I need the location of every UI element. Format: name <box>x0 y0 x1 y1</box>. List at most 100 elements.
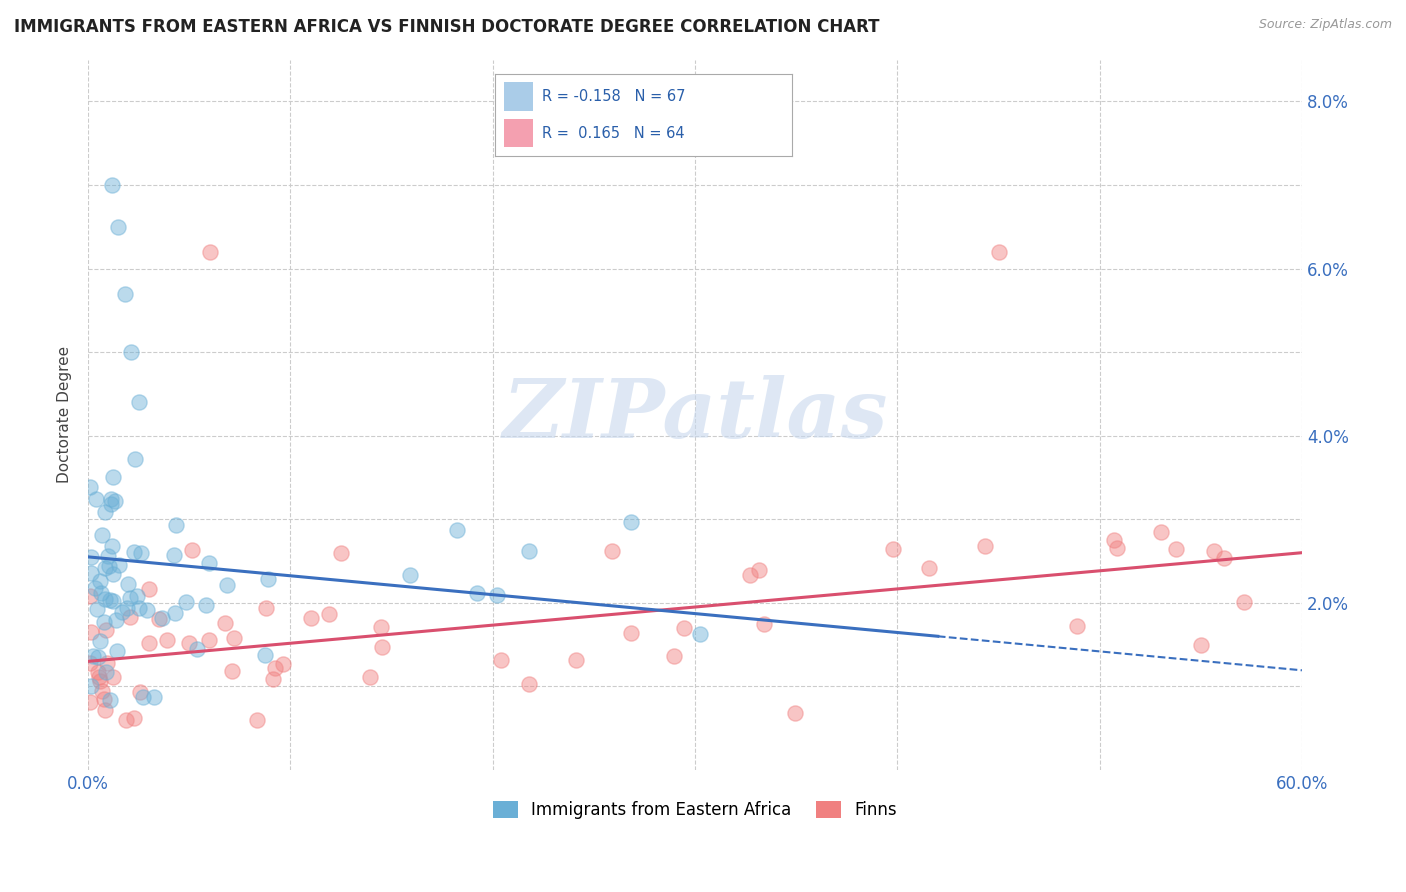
Point <box>1066 619 1088 633</box>
Text: IMMIGRANTS FROM EASTERN AFRICA VS FINNISH DOCTORATE DEGREE CORRELATION CHART: IMMIGRANTS FROM EASTERN AFRICA VS FINNIS… <box>14 18 880 36</box>
Point <box>120 345 142 359</box>
Point <box>987 244 1010 259</box>
Point <box>329 546 352 560</box>
Point <box>1104 533 1126 547</box>
Point <box>89 574 111 589</box>
Point <box>98 693 121 707</box>
Point <box>115 600 138 615</box>
Point <box>124 545 146 559</box>
Point <box>103 470 125 484</box>
Point <box>783 706 806 720</box>
Point <box>273 657 295 672</box>
Point <box>254 601 277 615</box>
Point <box>486 588 509 602</box>
Point <box>214 615 236 630</box>
Point <box>87 665 110 679</box>
Point <box>90 528 112 542</box>
Point <box>662 648 685 663</box>
Point <box>103 566 125 581</box>
Point <box>1212 551 1234 566</box>
Point <box>246 713 269 727</box>
Point <box>918 561 941 575</box>
Point <box>79 656 101 670</box>
Point <box>105 643 128 657</box>
Point <box>148 612 170 626</box>
Point <box>467 586 489 600</box>
Point <box>94 703 117 717</box>
Point <box>128 600 150 615</box>
Point <box>1107 541 1129 556</box>
Point <box>262 672 284 686</box>
Point <box>672 621 695 635</box>
Point <box>89 586 111 600</box>
Point <box>1189 638 1212 652</box>
Point <box>150 611 173 625</box>
Point <box>80 679 103 693</box>
Point <box>446 523 468 537</box>
Point <box>94 665 117 679</box>
Point <box>118 609 141 624</box>
Point <box>86 649 108 664</box>
Point <box>620 516 643 530</box>
Point <box>107 219 129 234</box>
Point <box>110 605 132 619</box>
Point <box>101 670 124 684</box>
Point <box>1204 544 1226 558</box>
Point <box>197 632 219 647</box>
Point <box>105 613 128 627</box>
Point <box>136 603 159 617</box>
Point <box>79 695 101 709</box>
Point <box>565 653 588 667</box>
Point <box>371 640 394 655</box>
Point <box>89 634 111 648</box>
Point <box>96 656 118 670</box>
Point <box>517 544 540 558</box>
Point <box>91 684 114 698</box>
Point <box>100 497 122 511</box>
Point <box>138 582 160 596</box>
Point <box>253 648 276 663</box>
Point <box>89 673 111 688</box>
Point <box>398 568 420 582</box>
Point <box>198 556 221 570</box>
Point <box>1166 541 1188 556</box>
Point <box>198 244 221 259</box>
Point <box>86 491 108 506</box>
Point <box>79 480 101 494</box>
Point <box>165 518 187 533</box>
Point <box>221 664 243 678</box>
Point <box>82 648 104 663</box>
Point <box>129 685 152 699</box>
Point <box>264 661 287 675</box>
Point <box>115 713 138 727</box>
Point <box>100 491 122 506</box>
Point <box>86 601 108 615</box>
Y-axis label: Doctorate Degree: Doctorate Degree <box>58 346 72 483</box>
Point <box>93 691 115 706</box>
Point <box>754 617 776 632</box>
Point <box>195 599 218 613</box>
Point <box>299 611 322 625</box>
Point <box>138 636 160 650</box>
Point <box>359 670 381 684</box>
Text: ZIPatlas: ZIPatlas <box>502 375 887 455</box>
Point <box>94 561 117 575</box>
Point <box>108 558 131 572</box>
Point <box>370 620 392 634</box>
Point <box>114 286 136 301</box>
Point <box>156 632 179 647</box>
Point <box>517 677 540 691</box>
Point <box>117 577 139 591</box>
Point <box>257 572 280 586</box>
Point <box>101 594 124 608</box>
Legend: Immigrants from Eastern Africa, Finns: Immigrants from Eastern Africa, Finns <box>486 794 904 826</box>
Point <box>974 539 997 553</box>
Point <box>79 549 101 564</box>
Point <box>489 653 512 667</box>
Point <box>174 595 197 609</box>
Point <box>602 544 624 558</box>
Point <box>740 567 762 582</box>
Point <box>124 452 146 467</box>
Point <box>79 589 101 603</box>
Text: Source: ZipAtlas.com: Source: ZipAtlas.com <box>1258 18 1392 31</box>
